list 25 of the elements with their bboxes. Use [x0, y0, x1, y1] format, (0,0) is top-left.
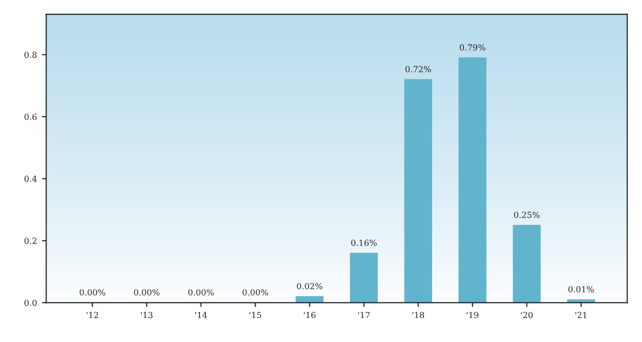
x-tick-label: '13: [141, 312, 153, 318]
x-tick-label: '15: [250, 312, 262, 318]
x-tick-label: '19: [466, 312, 478, 318]
data-label: 0.72%: [405, 66, 431, 72]
x-tick-label: '14: [195, 312, 208, 318]
data-label: 0.01%: [568, 286, 594, 292]
data-label: 0.02%: [296, 282, 322, 290]
data-label: 0.79%: [460, 44, 486, 51]
x-tick-label: '17: [358, 312, 370, 318]
data-label: 0.25%: [514, 212, 540, 218]
y-tick-label: 0.2: [24, 238, 36, 244]
y-tick-label: 0.0: [24, 300, 37, 306]
x-tick-label: '20: [521, 312, 533, 318]
y-tick-label: 0.8: [24, 52, 37, 58]
data-label: 0.00%: [80, 289, 106, 296]
x-tick-label: '18: [412, 312, 424, 318]
data-label: 0.00%: [242, 289, 268, 296]
x-tick-label: '21: [575, 312, 586, 318]
x-tick-label: '16: [304, 312, 316, 318]
y-tick-label: 0.4: [24, 176, 37, 182]
data-label: 0.00%: [188, 289, 214, 296]
x-tick-label: '12: [86, 312, 98, 318]
y-tick-label: 0.6: [24, 114, 37, 120]
data-label: 0.00%: [134, 289, 160, 296]
data-label: 0.16%: [351, 240, 377, 246]
